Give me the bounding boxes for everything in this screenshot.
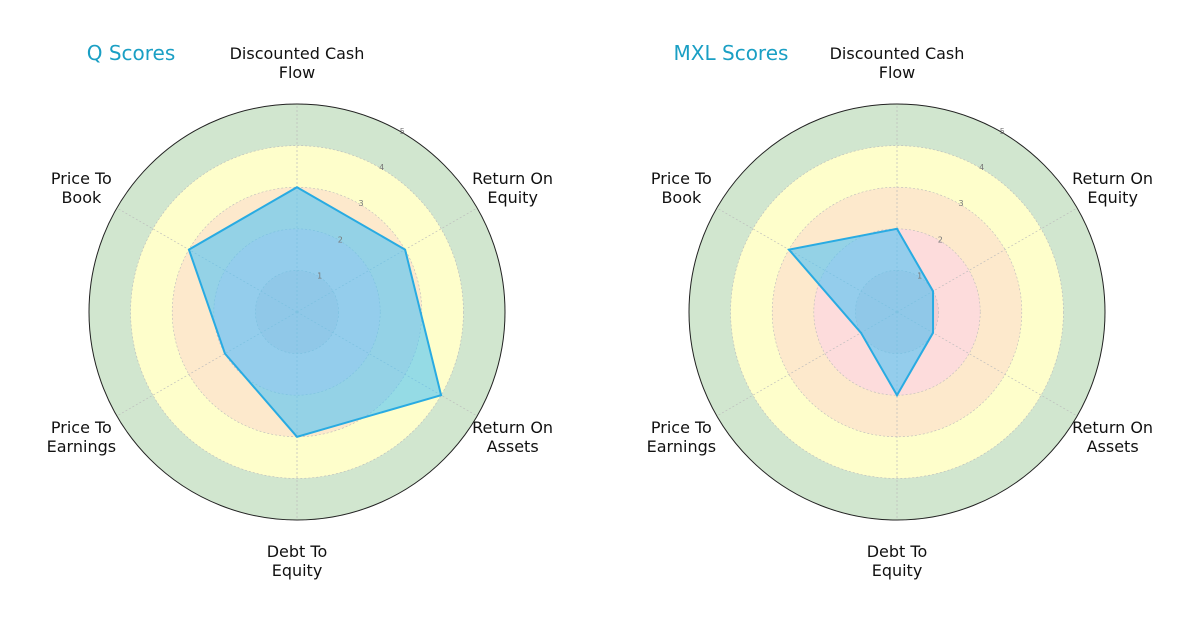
r-tick-label: 2 (938, 235, 943, 244)
score-area (187, 186, 443, 438)
r-tick-label: 3 (358, 199, 363, 208)
r-tick-label: 5 (1000, 127, 1005, 136)
r-tick-label: 5 (400, 127, 405, 136)
grid-ring (771, 186, 1023, 438)
axis-label: Discounted Cash Flow (829, 44, 965, 82)
axis-label: Price To Book (50, 168, 112, 207)
r-tick-label: 4 (379, 163, 384, 172)
axis-label: Price To Earnings (46, 417, 117, 456)
spoke (116, 311, 298, 417)
r-tick-label: 2 (338, 235, 343, 244)
axis-label: Discounted Cash Flow (229, 44, 365, 82)
axis-label: Debt To Equity (866, 542, 928, 580)
axis-label: Return On Equity (1072, 168, 1154, 207)
spoke (896, 311, 1078, 417)
outer-ring (88, 103, 506, 521)
chart-title: Q Scores (86, 41, 176, 65)
grid-ring (813, 228, 981, 396)
chart-title: MXL Scores (673, 41, 789, 65)
outer-ring (688, 103, 1106, 521)
spoke (896, 207, 1078, 313)
grid-ring (730, 145, 1064, 479)
grid-ring (130, 145, 464, 479)
r-tick-label: 4 (979, 163, 984, 172)
axis-label: Return On Assets (1072, 417, 1154, 456)
grid-ring (171, 186, 423, 438)
axis-label: Return On Assets (472, 417, 554, 456)
r-tick-label: 1 (917, 271, 922, 280)
r-tick-label: 3 (958, 199, 963, 208)
axis-label: Debt To Equity (266, 542, 328, 580)
axis-label: Price To Book (650, 168, 712, 207)
r-tick-label: 1 (317, 271, 322, 280)
score-area (787, 227, 935, 398)
axis-label: Price To Earnings (646, 417, 717, 456)
spoke (716, 311, 898, 417)
axis-label: Return On Equity (472, 168, 554, 207)
